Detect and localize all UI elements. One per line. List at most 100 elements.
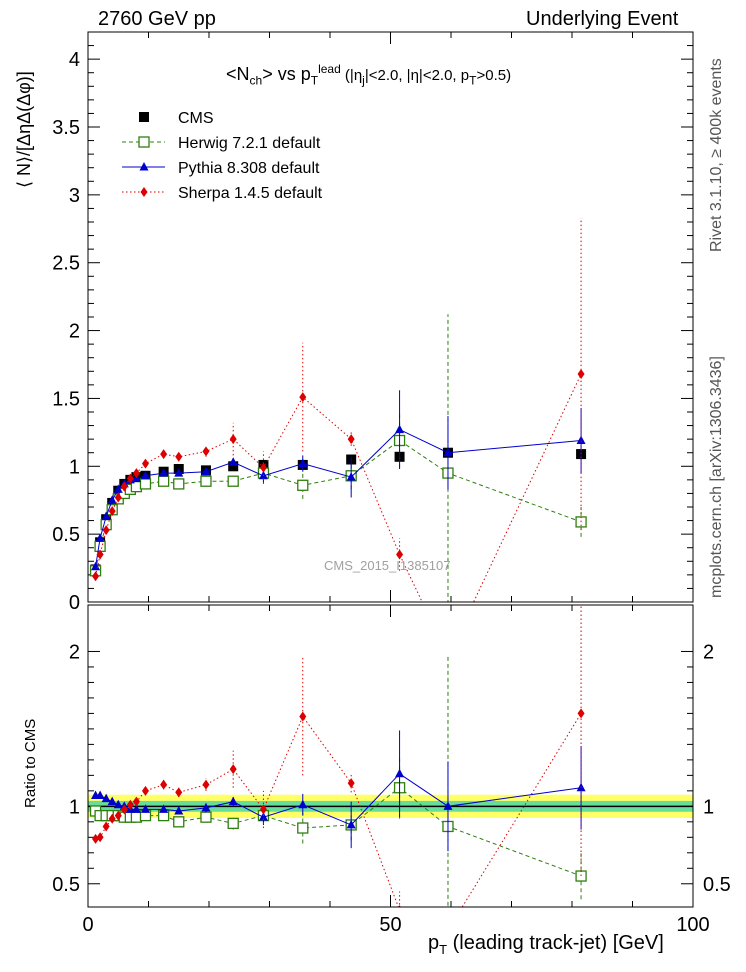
data-point-ratio-pythia-8-308-default — [228, 796, 238, 806]
analysis-watermark: CMS_2015_I1385107 — [324, 558, 451, 573]
data-point-ratio-pythia-8-308-default — [140, 804, 150, 813]
data-point-pythia-8-308-default — [443, 447, 453, 457]
legend-label-pythia-8-308-default: Pythia 8.308 default — [178, 160, 320, 177]
legend-marker-cms — [139, 112, 149, 122]
data-point-herwig-7-2-1-default — [157, 475, 170, 487]
data-point-pythia-8-308-default — [228, 457, 238, 466]
data-point-ratio-sherpa-1-4-5-default — [347, 778, 355, 789]
y-tick-label-main: 4 — [69, 49, 80, 71]
data-point-pythia-8-308-default — [576, 435, 586, 444]
data-point-ratio-sherpa-1-4-5-default — [160, 779, 168, 790]
data-point-ratio-pythia-8-308-default — [258, 812, 268, 821]
data-point-herwig-7-2-1-default — [173, 478, 185, 490]
data-point-herwig-7-2-1-default — [139, 478, 152, 490]
data-point-sherpa-1-4-5-default — [577, 369, 585, 379]
data-point-ratio-pythia-8-308-default — [95, 790, 105, 799]
data-point-pythia-8-308-default — [174, 468, 184, 477]
series-line-pythia-8-308-default — [95, 428, 582, 567]
y-tick-label-main: 0.5 — [52, 524, 80, 546]
legend: CMS Herwig 7.2.1 default Pythia 8.308 defa… — [122, 110, 323, 202]
plot-title: <Nch> vs pTlead (|ηj|<2.0, |η|<2.0, pT>0… — [226, 62, 512, 88]
data-point-ratio-sherpa-1-4-5-default — [299, 711, 307, 722]
data-point-sherpa-1-4-5-default — [175, 451, 183, 462]
series-ratio-pythia-8-308-default — [91, 730, 586, 852]
legend-item-pythia-8-308-default: Pythia 8.308 default — [122, 160, 320, 177]
data-point-sherpa-1-4-5-default — [396, 549, 404, 560]
legend-item-herwig-7-2-1-default: Herwig 7.2.1 default — [122, 135, 321, 152]
header-left: 2760 GeV pp — [98, 8, 216, 30]
y-tick-label-main: 2 — [69, 321, 80, 343]
mcplots-label: mcplots.cern.ch [arXiv:1306.3436] — [708, 356, 725, 598]
data-point-ratio-sherpa-1-4-5-default — [259, 804, 267, 815]
data-point-sherpa-1-4-5-default — [229, 434, 237, 445]
data-point-pythia-8-308-default — [95, 533, 105, 542]
data-point-sherpa-1-4-5-default — [141, 458, 149, 469]
data-point-herwig-7-2-1-default — [297, 479, 309, 491]
series-cms — [90, 447, 587, 575]
data-point-pythia-8-308-default — [101, 511, 111, 520]
y-tick-label-main: 1 — [69, 456, 80, 478]
legend-label-cms: CMS — [178, 110, 214, 127]
y-tick-label-main: 2.5 — [52, 253, 80, 275]
data-point-sherpa-1-4-5-default — [202, 446, 210, 457]
y-tick-label-ratio-right: 1 — [703, 796, 714, 818]
data-point-ratio-pythia-8-308-default — [201, 802, 211, 812]
data-point-ratio-sherpa-1-4-5-default — [175, 787, 183, 798]
series-line-sherpa-1-4-5-default — [95, 373, 582, 602]
main-panel: 0 0.5 1 1.5 2 2.5 3 3.5 4 — [52, 31, 694, 614]
data-point-sherpa-1-4-5-default — [96, 549, 104, 560]
header-right: Underlying Event — [526, 8, 679, 30]
y-tick-label-ratio: 1 — [69, 796, 80, 818]
legend-marker-herwig-7-2-1-default — [138, 136, 150, 148]
data-point-pythia-8-308-default — [91, 561, 101, 571]
data-point-ratio-sherpa-1-4-5-default — [102, 821, 110, 832]
legend-label-herwig-7-2-1-default: Herwig 7.2.1 default — [178, 135, 321, 152]
x-tick-label: 0 — [82, 914, 93, 936]
y-tick-label-main: 3 — [69, 185, 80, 207]
data-point-ratio-sherpa-1-4-5-default — [120, 804, 128, 815]
series-line-herwig-7-2-1-default — [95, 439, 582, 571]
series-line-ratio-sherpa-1-4-5-default — [95, 713, 582, 907]
data-point-pythia-8-308-default — [107, 495, 117, 504]
data-point-pythia-8-308-default — [159, 468, 169, 477]
y-tick-label-ratio: 2 — [69, 641, 80, 663]
data-point-ratio-herwig-7-2-1-default — [173, 816, 185, 828]
data-point-sherpa-1-4-5-default — [102, 525, 110, 536]
y-tick-label-main: 3.5 — [52, 117, 80, 139]
data-point-ratio-pythia-8-308-default — [174, 805, 184, 815]
data-point-ratio-herwig-7-2-1-default — [200, 811, 212, 823]
data-point-ratio-pythia-8-308-default — [107, 796, 117, 806]
main-plot-frame — [87, 31, 694, 603]
data-point-sherpa-1-4-5-default — [126, 473, 134, 484]
legend-item-sherpa-1-4-5-default: Sherpa 1.4.5 default — [122, 185, 323, 202]
series-sherpa-1-4-5-default — [92, 217, 585, 602]
y-tick-label-ratio-right: 2 — [703, 641, 714, 663]
legend-marker-pythia-8-308-default — [139, 162, 149, 171]
data-point-pythia-8-308-default — [395, 424, 405, 434]
data-point-ratio-sherpa-1-4-5-default — [126, 799, 134, 810]
y-tick-label-main: 1.5 — [52, 388, 80, 410]
data-point-ratio-herwig-7-2-1-default — [297, 822, 309, 834]
data-point-sherpa-1-4-5-default — [92, 571, 100, 582]
data-point-sherpa-1-4-5-default — [160, 449, 168, 460]
y-tick-label-main: 0 — [69, 592, 80, 614]
data-point-ratio-sherpa-1-4-5-default — [132, 796, 140, 807]
rivet-label: Rivet 3.1.10, ≥ 400k events — [708, 58, 725, 252]
data-point-herwig-7-2-1-default — [200, 475, 212, 487]
series-ratio-sherpa-1-4-5-default — [92, 605, 585, 907]
data-point-sherpa-1-4-5-default — [120, 481, 128, 492]
x-tick-label: 100 — [676, 914, 709, 936]
data-point-pythia-8-308-default — [346, 472, 356, 481]
data-point-ratio-herwig-7-2-1-default — [227, 817, 239, 830]
data-point-ratio-sherpa-1-4-5-default — [108, 813, 116, 824]
data-point-ratio-sherpa-1-4-5-default — [96, 832, 104, 843]
y-axis-label-ratio: Ratio to CMS — [22, 718, 39, 808]
series-pythia-8-308-default — [91, 390, 586, 571]
data-point-herwig-7-2-1-default — [227, 475, 239, 487]
data-point-ratio-pythia-8-308-default — [443, 801, 453, 810]
data-point-pythia-8-308-default — [140, 470, 150, 480]
data-point-ratio-pythia-8-308-default — [159, 804, 169, 813]
data-point-pythia-8-308-default — [201, 466, 211, 476]
data-point-sherpa-1-4-5-default — [114, 492, 122, 503]
